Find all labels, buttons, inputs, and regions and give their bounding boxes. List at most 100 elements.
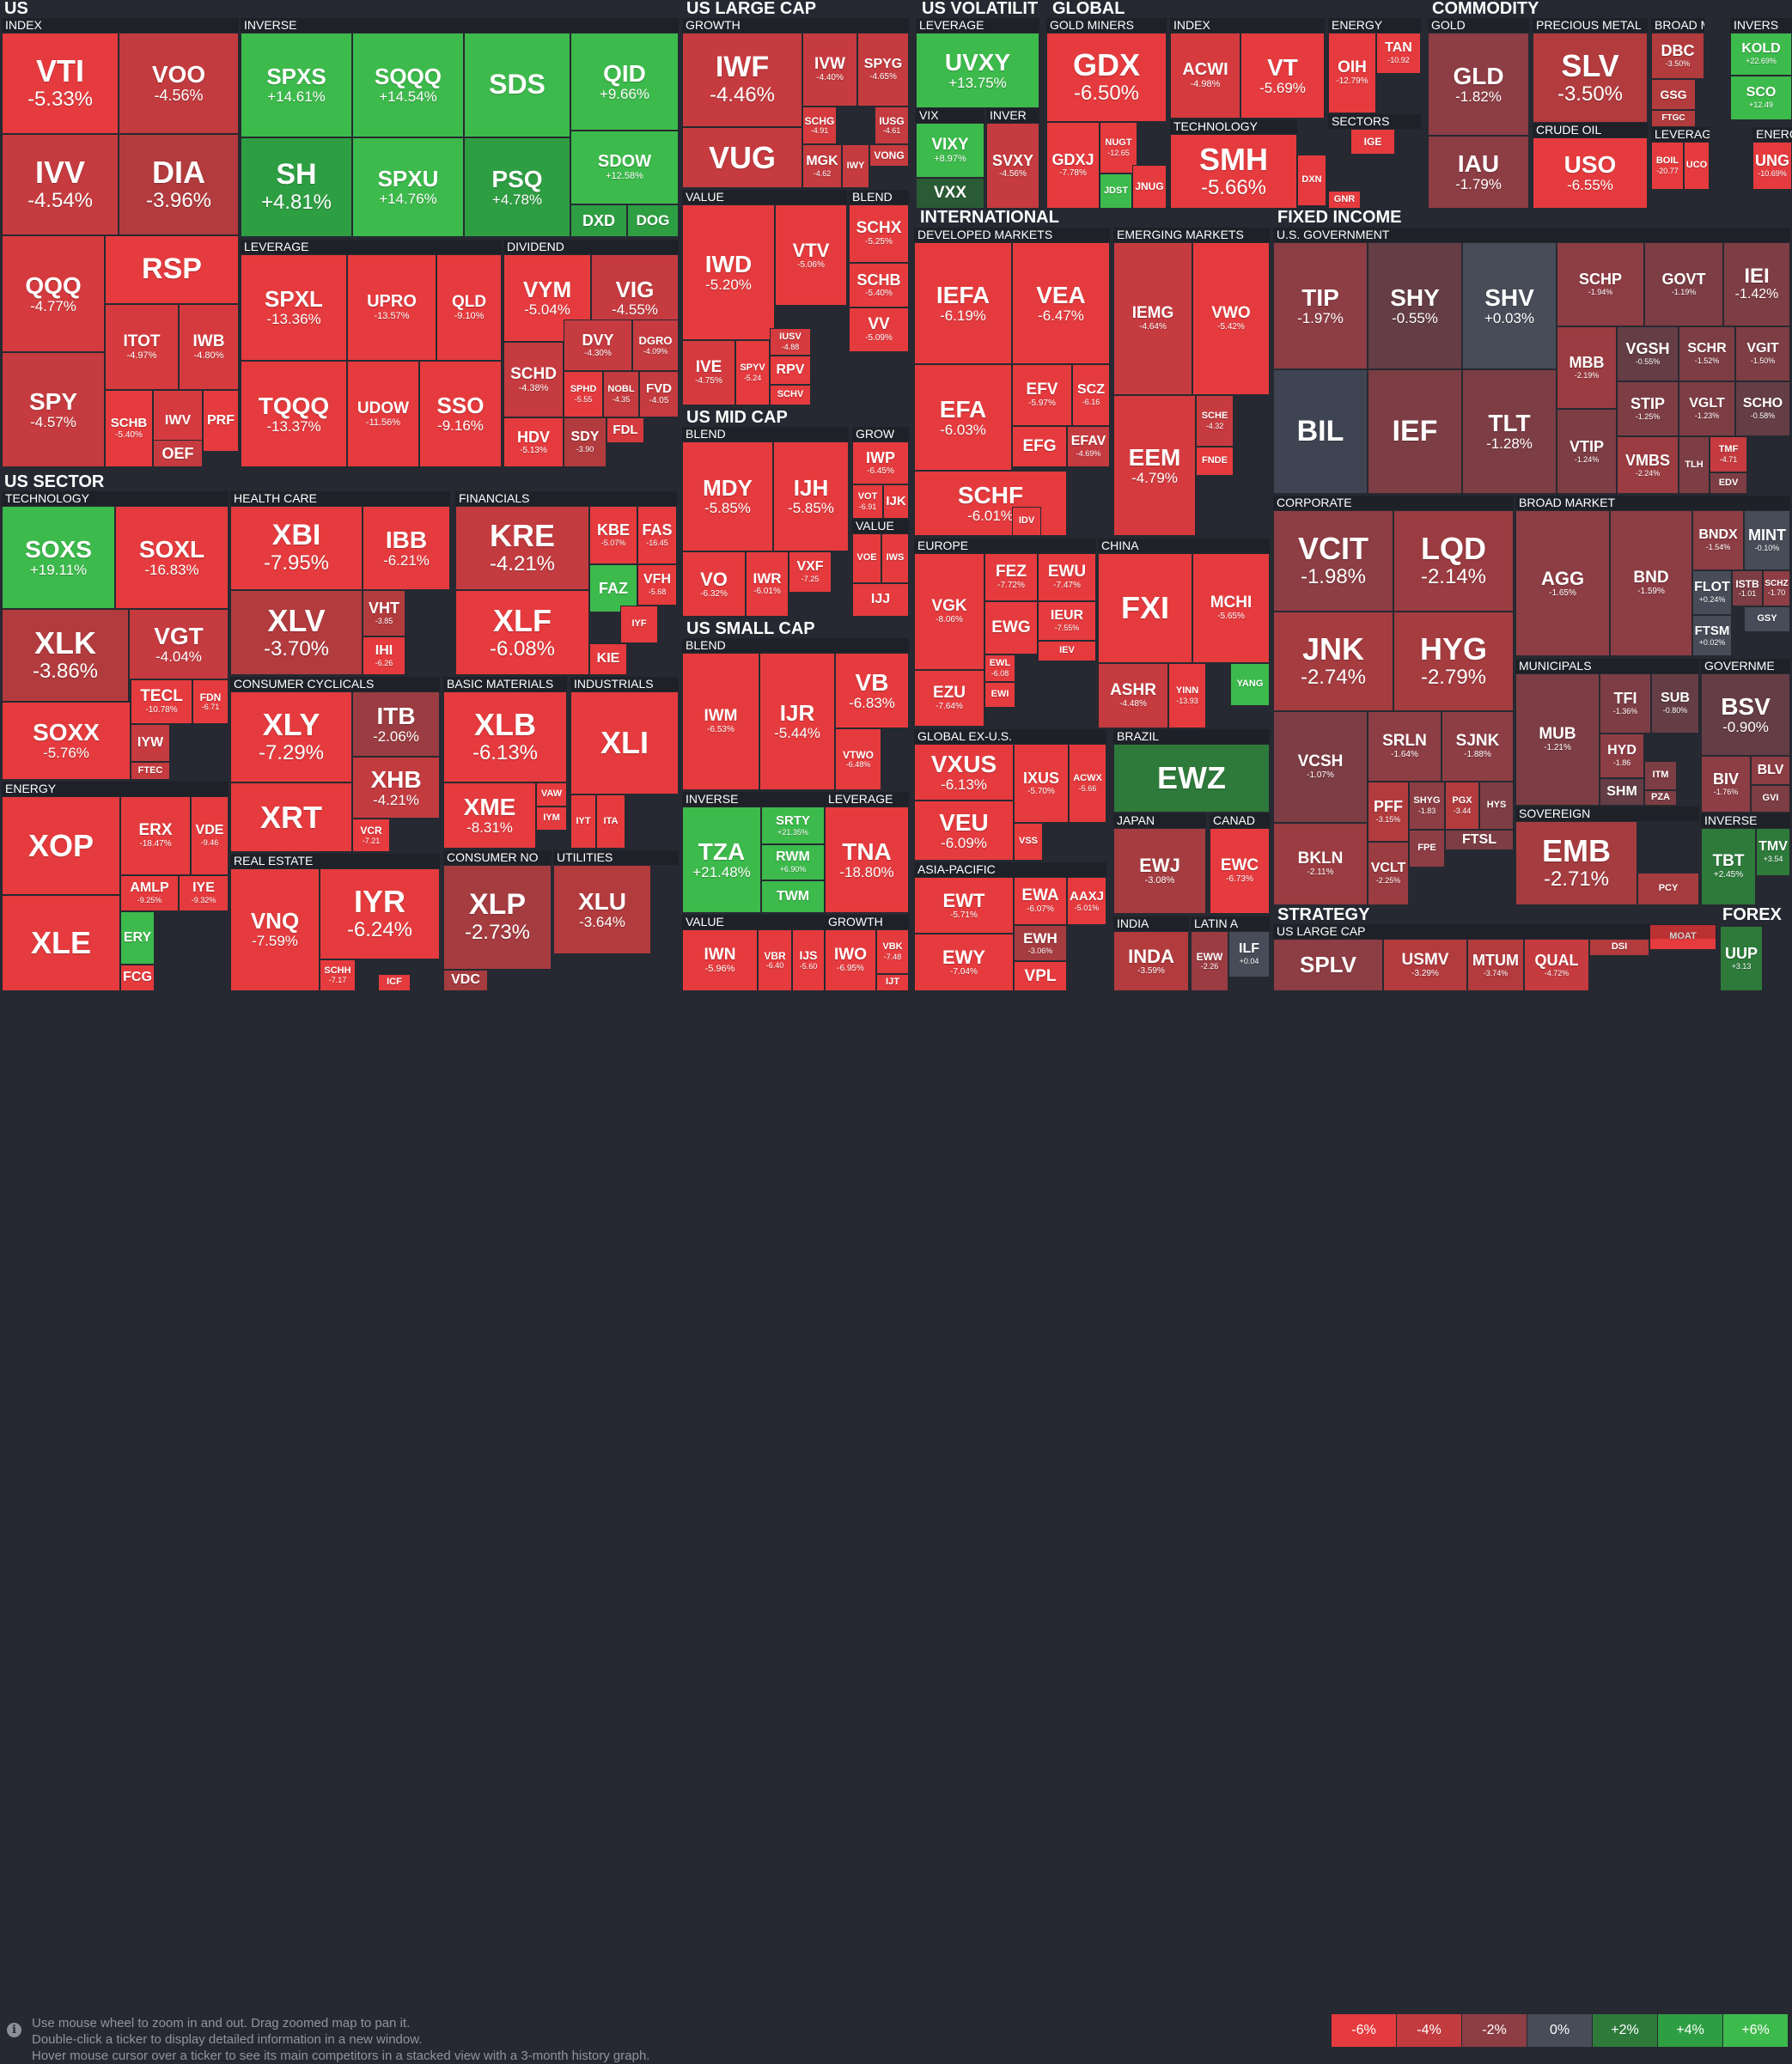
ticker-xlu[interactable]: XLU -3.64% <box>553 865 651 954</box>
ticker-itb[interactable]: ITB -2.06% <box>352 691 440 757</box>
ticker-fnde[interactable]: FNDE <box>1196 447 1234 476</box>
ticker-tlh[interactable]: TLH <box>1679 436 1710 494</box>
ticker-iwb[interactable]: IWB -4.80% <box>179 304 239 390</box>
ticker-vxx[interactable]: VXX <box>916 178 984 209</box>
ticker-dvy[interactable]: DVY -4.30% <box>564 320 632 371</box>
ticker-ung[interactable]: UNG -10.69% <box>1752 142 1792 190</box>
ticker-ivw[interactable]: IVW -4.40% <box>802 33 857 107</box>
ticker-iusg[interactable]: IUSG -4.61 <box>875 107 909 144</box>
ticker-kie[interactable]: KIE <box>589 643 627 675</box>
ticker-ijs[interactable]: IJS -5.60 <box>792 929 825 991</box>
ticker-hyg[interactable]: HYG -2.79% <box>1393 612 1514 711</box>
ticker-schg[interactable]: SCHG -4.91 <box>802 107 837 144</box>
ticker-ewh[interactable]: EWH -3.06% <box>1014 925 1067 961</box>
ticker-fxi[interactable]: FXI <box>1098 553 1192 663</box>
ticker-vdc[interactable]: VDC <box>443 970 488 991</box>
ticker-ewj[interactable]: EWJ -3.08% <box>1113 828 1206 914</box>
ticker-spxu[interactable]: SPXU +14.76% <box>352 137 464 237</box>
ticker-smh[interactable]: SMH -5.66% <box>1170 134 1297 209</box>
ticker-sphd[interactable]: SPHD -5.55 <box>564 371 603 417</box>
ticker-xlf[interactable]: XLF -6.08% <box>455 590 589 675</box>
ticker-tlt[interactable]: TLT -1.28% <box>1462 369 1557 494</box>
ticker-blv[interactable]: BLV <box>1751 756 1790 785</box>
ticker-iau[interactable]: IAU -1.79% <box>1428 136 1529 209</box>
ticker-sh[interactable]: SH +4.81% <box>241 137 352 237</box>
ticker-vss[interactable]: VSS <box>1014 823 1043 861</box>
ticker-acwx[interactable]: ACWX -5.66 <box>1069 744 1106 823</box>
ticker-shm[interactable]: SHM <box>1600 778 1644 806</box>
ticker-srty[interactable]: SRTY +21.35% <box>761 807 825 844</box>
ticker-ita[interactable]: ITA <box>596 795 625 849</box>
ticker-jnk[interactable]: JNK -2.74% <box>1273 612 1393 711</box>
ticker-gsy[interactable]: GSY <box>1744 606 1790 632</box>
ticker-schd[interactable]: SCHD -4.38% <box>503 342 564 417</box>
ticker-ftgc[interactable]: FTGC <box>1651 110 1696 127</box>
ticker-yang[interactable]: YANG <box>1230 663 1270 706</box>
ticker-iwf[interactable]: IWF -4.46% <box>682 33 802 127</box>
ticker-jdst[interactable]: JDST <box>1100 174 1132 209</box>
ticker-vclt[interactable]: VCLT -2.25% <box>1368 842 1409 905</box>
ticker-ewy[interactable]: EWY -7.04% <box>914 934 1014 991</box>
ticker-xlb[interactable]: XLB -6.13% <box>443 691 567 782</box>
ticker-ftec[interactable]: FTEC <box>131 762 170 780</box>
ticker-tfi[interactable]: TFI -1.36% <box>1600 673 1651 734</box>
ticker-eem[interactable]: EEM -4.79% <box>1113 395 1196 536</box>
ticker-vxus[interactable]: VXUS -6.13% <box>914 744 1014 801</box>
ticker-vot[interactable]: VOT -6.91 <box>852 484 883 519</box>
ticker-tan[interactable]: TAN -10.92 <box>1376 33 1421 74</box>
ticker-erx[interactable]: ERX -18.47% <box>120 796 191 875</box>
ticker-twm[interactable]: TWM <box>761 880 825 913</box>
ticker-spyv[interactable]: SPYV -5.24 <box>735 340 770 405</box>
ticker-sds[interactable]: SDS <box>464 33 570 137</box>
ticker-sso[interactable]: SSO -9.16% <box>419 361 502 467</box>
ticker-pff[interactable]: PFF -3.15% <box>1368 782 1409 842</box>
ticker-soxs[interactable]: SOXS +19.11% <box>2 506 115 609</box>
ticker-ibb[interactable]: IBB -6.21% <box>363 506 450 590</box>
ticker-sco[interactable]: SCO +12.49 <box>1730 76 1792 120</box>
ticker-mbb[interactable]: MBB -2.19% <box>1557 326 1617 409</box>
ticker-ezu[interactable]: EZU -7.64% <box>914 670 984 727</box>
ticker-xlk[interactable]: XLK -3.86% <box>2 609 129 702</box>
ticker-kold[interactable]: KOLD +22.69% <box>1730 33 1792 76</box>
ticker-xli[interactable]: XLI <box>570 691 679 795</box>
ticker-iwp[interactable]: IWP -6.45% <box>852 441 909 484</box>
ticker-emb[interactable]: EMB -2.71% <box>1515 821 1637 905</box>
ticker-vnq[interactable]: VNQ -7.59% <box>230 868 320 991</box>
ticker-aaxj[interactable]: AAXJ -5.01% <box>1067 877 1106 925</box>
ticker-spyg[interactable]: SPYG -4.65% <box>857 33 909 107</box>
ticker-ige[interactable]: IGE <box>1350 129 1395 155</box>
ticker-sjnk[interactable]: SJNK -1.88% <box>1442 711 1514 782</box>
ticker-acwi[interactable]: ACWI -4.98% <box>1170 33 1240 119</box>
ticker-oih[interactable]: OIH -12.79% <box>1328 33 1376 113</box>
ticker-iwo[interactable]: IWO -6.95% <box>825 929 876 991</box>
ticker-soxx[interactable]: SOXX -5.76% <box>2 702 131 780</box>
ticker-vt[interactable]: VT -5.69% <box>1240 33 1325 119</box>
ticker-tza[interactable]: TZA +21.48% <box>682 807 761 913</box>
ticker-efav[interactable]: EFAV -4.69% <box>1067 426 1110 467</box>
ticker-vht[interactable]: VHT -3.85 <box>363 590 405 636</box>
ticker-fvd[interactable]: FVD -4.05 <box>639 371 679 417</box>
ticker-rwm[interactable]: RWM +6.90% <box>761 844 825 880</box>
ticker-gld[interactable]: GLD -1.82% <box>1428 33 1529 136</box>
ticker-nobl[interactable]: NOBL -4.35 <box>603 371 639 417</box>
ticker-schr[interactable]: SCHR -1.52% <box>1679 326 1735 381</box>
ticker-fas[interactable]: FAS -16.45 <box>637 506 677 564</box>
ticker-ewi[interactable]: EWI <box>984 682 1015 708</box>
ticker-bsv[interactable]: BSV -0.90% <box>1701 673 1790 756</box>
ticker-icf[interactable]: ICF <box>378 974 411 991</box>
ticker-spxs[interactable]: SPXS +14.61% <box>241 33 352 137</box>
ticker-vv[interactable]: VV -5.09% <box>849 307 909 352</box>
ticker-ive[interactable]: IVE -4.75% <box>682 340 735 405</box>
ticker-vglt[interactable]: VGLT -1.23% <box>1679 381 1735 436</box>
ticker-fez[interactable]: FEZ -7.72% <box>984 553 1038 601</box>
ticker-efa[interactable]: EFA -6.03% <box>914 364 1012 471</box>
ticker-vfh[interactable]: VFH -5.68 <box>637 564 677 606</box>
ticker-yinn[interactable]: YINN -13.93 <box>1168 663 1206 728</box>
ticker-voe[interactable]: VOE <box>852 533 881 583</box>
ticker-bnd[interactable]: BND -1.59% <box>1610 510 1692 656</box>
ticker-vb[interactable]: VB -6.83% <box>835 653 909 728</box>
ticker-gvi[interactable]: GVI <box>1751 785 1790 813</box>
ticker-tbt[interactable]: TBT +2.45% <box>1701 828 1756 905</box>
ticker-agg[interactable]: AGG -1.65% <box>1515 510 1610 656</box>
ticker-vwo[interactable]: VWO -5.42% <box>1192 242 1270 395</box>
